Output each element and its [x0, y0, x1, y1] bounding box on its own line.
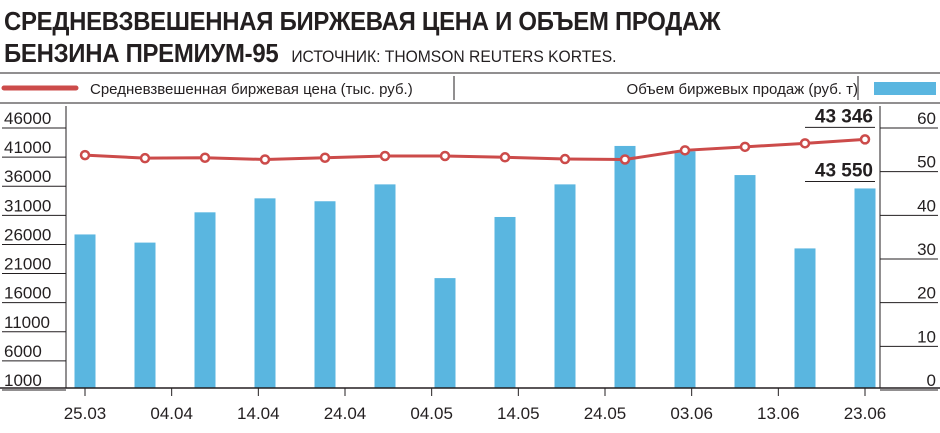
price-point-8: [499, 152, 511, 163]
price-point-7: [439, 150, 451, 162]
legend: Средневзвешенная биржевая цена (тыс. руб…: [0, 72, 940, 104]
right-tick-label: 30: [917, 240, 936, 259]
right-tick-label: 20: [917, 284, 936, 303]
price-point-11: [679, 145, 691, 156]
price-point-4: [259, 154, 271, 165]
right-tick-label: 50: [917, 153, 936, 172]
x-tick-label: 13.06: [757, 404, 800, 423]
bar-10: [614, 145, 636, 388]
price-line: [84, 137, 866, 161]
volume-callout: 43 550: [815, 160, 873, 181]
x-tick-label: 04.04: [150, 404, 193, 423]
legend-swatch-volume: [874, 82, 936, 95]
left-tick-label: 41000: [4, 138, 51, 157]
price-callout: 43 346: [815, 106, 873, 127]
bar-2: [134, 242, 156, 388]
left-tick-label: 26000: [4, 225, 51, 244]
bar-11: [674, 151, 696, 388]
source-note: ИСТОЧНИК: THOMSON REUTERS KORTES.: [291, 47, 617, 66]
left-tick-label: 36000: [4, 167, 51, 186]
right-tick-label: 10: [917, 327, 936, 346]
plot-area: 46000 41000 36000 31000 26000 21000 16000 11000…: [0, 106, 940, 423]
chart-title-text: БЕНЗИНА ПРЕМИУМ-95: [4, 38, 279, 68]
bar-6: [374, 184, 396, 388]
x-tick-label: 14.05: [497, 404, 540, 423]
price-point-9: [559, 153, 571, 165]
price-point-13: [799, 138, 811, 149]
legend-label-volume: Объем биржевых продаж (руб. т): [627, 81, 858, 98]
bar-13: [794, 248, 816, 388]
x-tick-label: 25.03: [64, 404, 107, 423]
chart-title-line-1: СРЕДНЕВЗВЕШЕННАЯ БИРЖЕВАЯ ЦЕНА И ОБЪЕМ П…: [4, 6, 721, 36]
x-tick-label: 24.04: [324, 404, 367, 423]
bar-3: [194, 212, 216, 388]
price-point-2: [139, 152, 151, 164]
price-point-5: [319, 152, 331, 163]
left-tick-label: 1000: [4, 371, 42, 390]
x-tick-label: 04.05: [410, 404, 453, 423]
left-tick-label: 11000: [4, 313, 50, 332]
bar-14: [854, 188, 876, 388]
left-tick-label: 16000: [4, 284, 51, 303]
x-tick-label: 23.06: [844, 404, 887, 423]
bar-1: [74, 234, 96, 388]
price-point-10: [619, 154, 631, 165]
chart-title-line-2: БЕНЗИНА ПРЕМИУМ-95 ИСТОЧНИК: THOMSON REUT…: [4, 38, 617, 69]
price-point-14: [859, 134, 871, 145]
left-tick-label: 6000: [4, 342, 42, 361]
price-point-1: [79, 149, 91, 161]
bar-12: [734, 175, 756, 388]
left-tick-label: 31000: [4, 196, 51, 215]
bar-9: [554, 184, 576, 388]
bar-8: [494, 216, 516, 388]
bar-5: [314, 201, 336, 388]
x-tick-label: 24.05: [584, 404, 627, 423]
x-tick-label: 14.04: [237, 404, 280, 423]
left-tick-label: 21000: [4, 255, 51, 274]
legend-label-price: Средневзвешенная биржевая цена (тыс. руб…: [90, 81, 413, 98]
right-tick-label: 0: [927, 371, 936, 390]
price-point-3: [199, 152, 211, 163]
price-point-6: [379, 150, 391, 162]
left-tick-label: 46000: [4, 109, 51, 128]
right-tick-label: 60: [917, 109, 936, 128]
price-point-12: [739, 141, 751, 153]
x-tick-label: 03.06: [670, 404, 713, 423]
bar-4: [254, 198, 276, 388]
bar-7: [434, 278, 456, 388]
right-tick-label: 40: [917, 196, 936, 215]
